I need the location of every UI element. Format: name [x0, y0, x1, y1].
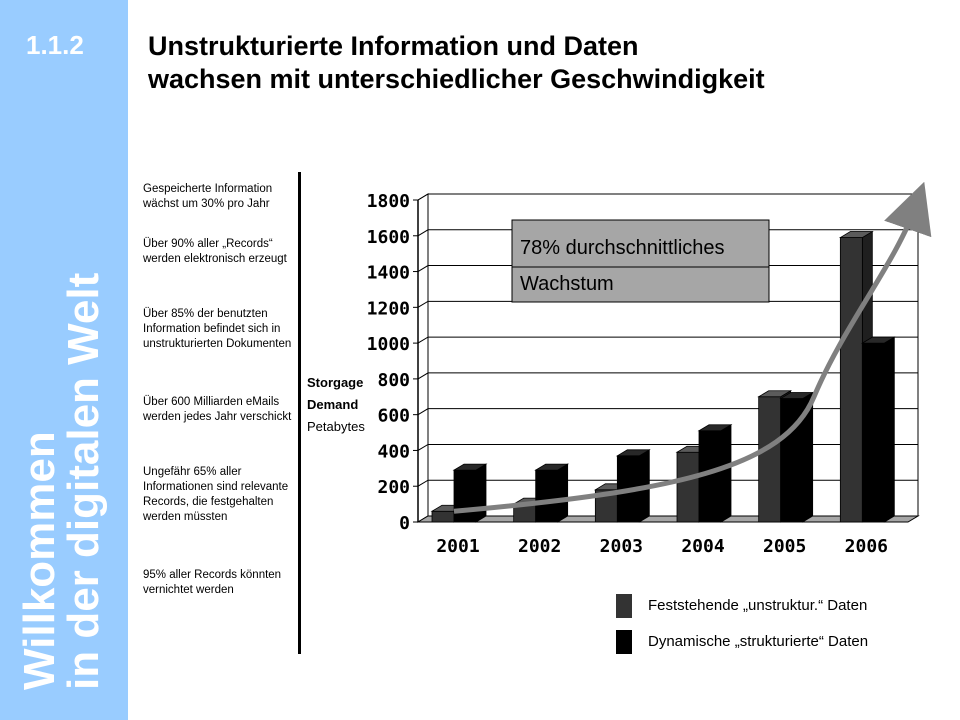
fact-item: Ungefähr 65% aller Informationen sind re…	[143, 466, 289, 523]
legend-swatch-unstructured	[616, 594, 632, 618]
x-tick-label: 2002	[518, 536, 561, 557]
x-tick-label: 2006	[845, 536, 888, 557]
bar-side	[720, 424, 732, 523]
bar-structured	[535, 469, 559, 523]
gridline	[417, 372, 918, 380]
y-tick-label: 1200	[367, 298, 410, 319]
growth-callout-line: 78% durchschnittliches	[520, 237, 725, 259]
bar-side	[883, 336, 895, 523]
fact-item: Über 85% der benutzten Information befin…	[143, 308, 292, 350]
fact-item: 95% aller Records könnten vernichtet wer…	[143, 569, 282, 596]
bar-structured	[453, 469, 477, 523]
y-tick-label: 1000	[367, 334, 410, 355]
bar-top	[534, 463, 570, 471]
y-tick-label: 1800	[367, 191, 410, 212]
fact-item: Über 90% aller „Records“ werden elektron…	[143, 238, 287, 265]
y-axis-label-line-2: Demand	[307, 397, 359, 412]
slide-title-line-1: Unstrukturierte Information und Daten	[148, 31, 639, 61]
x-tick-label: 2001	[436, 536, 479, 557]
y-axis-label-line-3: Petabytes	[307, 419, 365, 434]
bar-unstructured	[431, 510, 455, 523]
bar-unstructured	[758, 396, 782, 523]
sidebar-band: 1.1.2 Willkommen in der digitalen Welt	[0, 0, 128, 720]
bar-top	[452, 463, 488, 471]
plot-side-wall	[417, 193, 429, 523]
gridline	[417, 479, 918, 487]
y-axis-label: Storgage Demand Petabytes	[307, 372, 365, 438]
slide-number: 1.1.2	[26, 30, 84, 60]
y-tick-label: 800	[377, 370, 410, 391]
facts-divider	[298, 172, 301, 654]
fact-item: Gespeicherte Information wächst um 30% p…	[143, 183, 273, 210]
y-tick-label: 200	[377, 477, 410, 498]
y-tick-label: 1400	[367, 263, 410, 284]
legend-swatch-structured	[616, 630, 632, 654]
bar-top	[860, 336, 896, 344]
bar-unstructured	[839, 237, 863, 523]
slide-title: Unstrukturierte Information und Daten wa…	[148, 30, 765, 96]
bar-top	[615, 449, 651, 457]
fact-item: Über 600 Milliarden eMails werden jedes …	[143, 396, 292, 423]
legend-item-structured: Dynamische „strukturierte“ Daten	[616, 630, 936, 654]
legend-item-unstructured: Feststehende „unstruktur.“ Daten	[616, 594, 936, 618]
legend-label-unstructured: Feststehende „unstruktur.“ Daten	[648, 597, 868, 614]
growth-callout-box	[511, 219, 770, 303]
gridline	[417, 408, 918, 416]
growth-callout-line: Wachstum	[520, 273, 614, 295]
x-tick-label: 2005	[763, 536, 806, 557]
bar-top	[757, 390, 793, 398]
y-tick-label: 0	[399, 513, 410, 534]
gridline	[417, 336, 918, 344]
bar-top	[697, 424, 733, 432]
gridline	[417, 443, 918, 451]
bar-top	[779, 392, 815, 399]
y-tick-label: 600	[377, 406, 410, 427]
bar-side	[557, 463, 569, 523]
bar-unstructured	[676, 451, 700, 523]
growth-arrow	[453, 181, 932, 514]
y-axis-label-line-1: Storgage	[307, 375, 364, 390]
legend-label-structured: Dynamische „strukturierte“ Daten	[648, 633, 869, 650]
slide-title-line-2: wachsen mit unterschiedlicher Geschwindi…	[148, 64, 765, 94]
x-tick-label: 2003	[600, 536, 643, 557]
y-tick-label: 1600	[367, 227, 410, 248]
bar-structured	[861, 342, 885, 523]
bar-top	[838, 231, 874, 238]
x-tick-label: 2004	[681, 536, 725, 557]
bar-side	[475, 463, 487, 523]
gridline	[417, 193, 918, 201]
y-tick-label: 400	[377, 441, 410, 462]
